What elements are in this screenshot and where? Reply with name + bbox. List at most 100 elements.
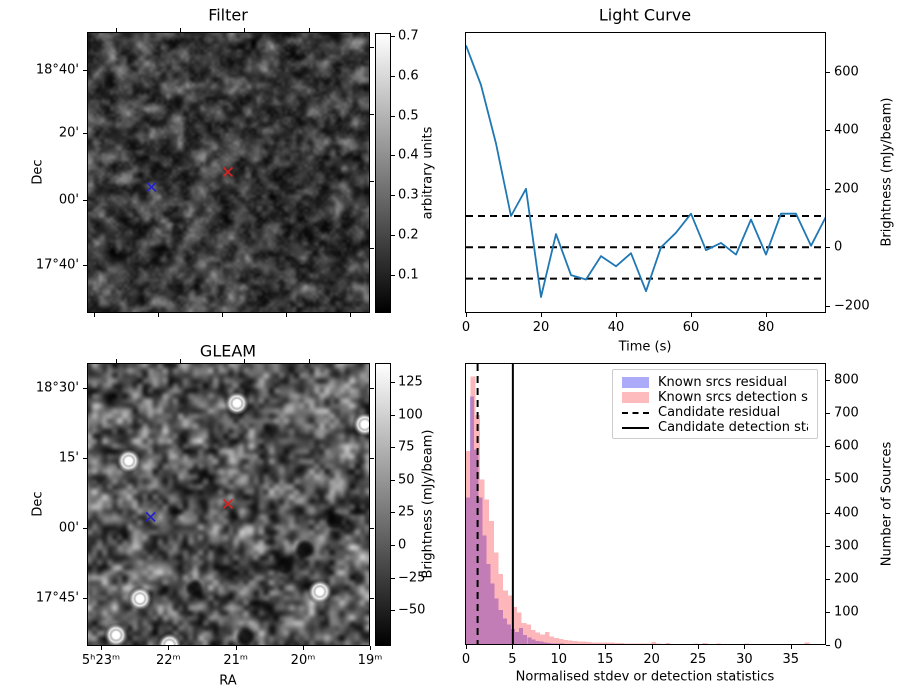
histogram-bar bbox=[572, 641, 578, 644]
colorbar-tick-label: 0.2 bbox=[398, 227, 419, 243]
histogram-bar bbox=[600, 642, 606, 644]
tick-label: 10 bbox=[550, 652, 568, 667]
tick-mark bbox=[370, 181, 374, 182]
tick-mark bbox=[83, 265, 87, 266]
histogram-bar bbox=[479, 479, 485, 644]
histogram-bar bbox=[490, 583, 495, 644]
candidate-cross bbox=[222, 498, 234, 510]
filter-image-panel bbox=[87, 32, 370, 313]
filter-markers-overlay bbox=[146, 166, 234, 193]
tick-mark bbox=[826, 578, 830, 580]
histogram-bar bbox=[498, 610, 503, 644]
tick-label: 21ᵐ bbox=[223, 653, 249, 668]
gleam-ylabel: Dec bbox=[30, 491, 46, 517]
histogram-bar bbox=[693, 643, 698, 644]
tick-label: −200 bbox=[834, 298, 870, 314]
tick-mark bbox=[158, 313, 159, 317]
tick-label: 0 bbox=[461, 652, 471, 667]
tick-label: 0 bbox=[834, 239, 843, 255]
histogram-bar bbox=[484, 499, 490, 644]
colorbar-tick-label: 0.1 bbox=[398, 267, 419, 283]
colorbar-tick-label: 0.6 bbox=[398, 68, 419, 84]
tick-mark bbox=[116, 359, 117, 363]
tick-mark bbox=[309, 28, 310, 32]
histogram-bar bbox=[577, 641, 582, 644]
histogram-bar bbox=[502, 618, 507, 644]
histogram-bar bbox=[595, 642, 601, 644]
tick-mark bbox=[826, 188, 830, 190]
histogram-xlabel: Normalised stdev or detection statistics bbox=[515, 669, 775, 685]
tick-mark bbox=[391, 75, 395, 77]
tick-label: 30 bbox=[736, 652, 753, 667]
legend-item-candidate-residual: Candidate residual bbox=[622, 405, 808, 420]
tick-mark bbox=[370, 458, 374, 459]
tick-mark bbox=[391, 544, 395, 546]
tick-mark bbox=[309, 359, 310, 363]
filter-title: Filter bbox=[208, 5, 248, 25]
tick-label: 18°30' bbox=[35, 380, 79, 396]
tick-mark bbox=[83, 133, 87, 134]
tick-label: 19ᵐ bbox=[357, 653, 383, 668]
histogram-bar bbox=[609, 642, 615, 644]
tick-label: 500 bbox=[834, 471, 859, 487]
histogram-bar bbox=[493, 552, 499, 644]
lightcurve-plot bbox=[466, 45, 825, 298]
tick-label: 200 bbox=[834, 181, 859, 197]
histogram-bar bbox=[563, 640, 569, 644]
histogram-bar bbox=[470, 396, 475, 644]
tick-mark bbox=[370, 598, 374, 599]
tick-label: 5ʰ23ᵐ bbox=[81, 653, 121, 668]
histogram-bar bbox=[549, 636, 555, 644]
tick-mark bbox=[370, 47, 374, 48]
tick-mark bbox=[651, 645, 653, 649]
tick-mark bbox=[691, 313, 692, 317]
tick-mark bbox=[466, 645, 467, 649]
tick-mark bbox=[391, 155, 395, 157]
histogram-bar bbox=[614, 643, 620, 644]
tick-label: 600 bbox=[834, 438, 859, 454]
tick-mark bbox=[826, 645, 830, 646]
known-source-cross bbox=[145, 511, 156, 522]
tick-mark bbox=[391, 447, 395, 449]
tick-label: 17°40' bbox=[35, 257, 79, 273]
histogram-bar bbox=[558, 639, 564, 644]
tick-mark bbox=[370, 114, 374, 115]
legend-swatch-pink bbox=[622, 392, 649, 403]
tick-mark bbox=[790, 645, 792, 649]
tick-mark bbox=[101, 646, 102, 650]
tick-mark bbox=[826, 611, 830, 613]
histogram-bar bbox=[628, 643, 634, 644]
colorbar-tick-label: 100 bbox=[398, 407, 423, 423]
histogram-bar bbox=[547, 643, 552, 644]
tick-mark bbox=[391, 479, 395, 481]
histogram-ylabel: Number of Sources bbox=[879, 441, 895, 567]
histogram-bar bbox=[526, 624, 531, 644]
tick-mark bbox=[826, 380, 830, 381]
tick-mark bbox=[826, 305, 830, 307]
tick-mark bbox=[116, 28, 117, 32]
histogram-bar bbox=[523, 635, 528, 644]
tick-mark bbox=[826, 130, 830, 132]
tick-mark bbox=[83, 200, 87, 201]
colorbar-tick-label: 25 bbox=[398, 504, 415, 520]
histogram-legend: Known srcs residual Known srcs detection… bbox=[612, 369, 818, 439]
tick-label: 40 bbox=[607, 320, 625, 335]
tick-label: 20' bbox=[58, 125, 79, 141]
histogram-bar bbox=[503, 590, 508, 644]
tick-label: 800 bbox=[834, 372, 859, 388]
gleam-title: GLEAM bbox=[199, 341, 257, 361]
histogram-bar bbox=[517, 612, 522, 644]
tick-mark bbox=[826, 446, 830, 448]
filter-colorbar bbox=[375, 33, 391, 313]
histogram-bar bbox=[482, 535, 487, 644]
tick-label: 18°40' bbox=[35, 62, 79, 78]
tick-mark bbox=[222, 313, 223, 317]
histogram-bar bbox=[535, 641, 540, 644]
tick-label: 300 bbox=[834, 538, 859, 554]
tick-mark bbox=[235, 646, 237, 650]
histogram-bar bbox=[551, 643, 556, 644]
histogram-bar bbox=[633, 643, 638, 644]
histogram-bar bbox=[530, 630, 536, 644]
histogram-bar bbox=[539, 641, 544, 644]
